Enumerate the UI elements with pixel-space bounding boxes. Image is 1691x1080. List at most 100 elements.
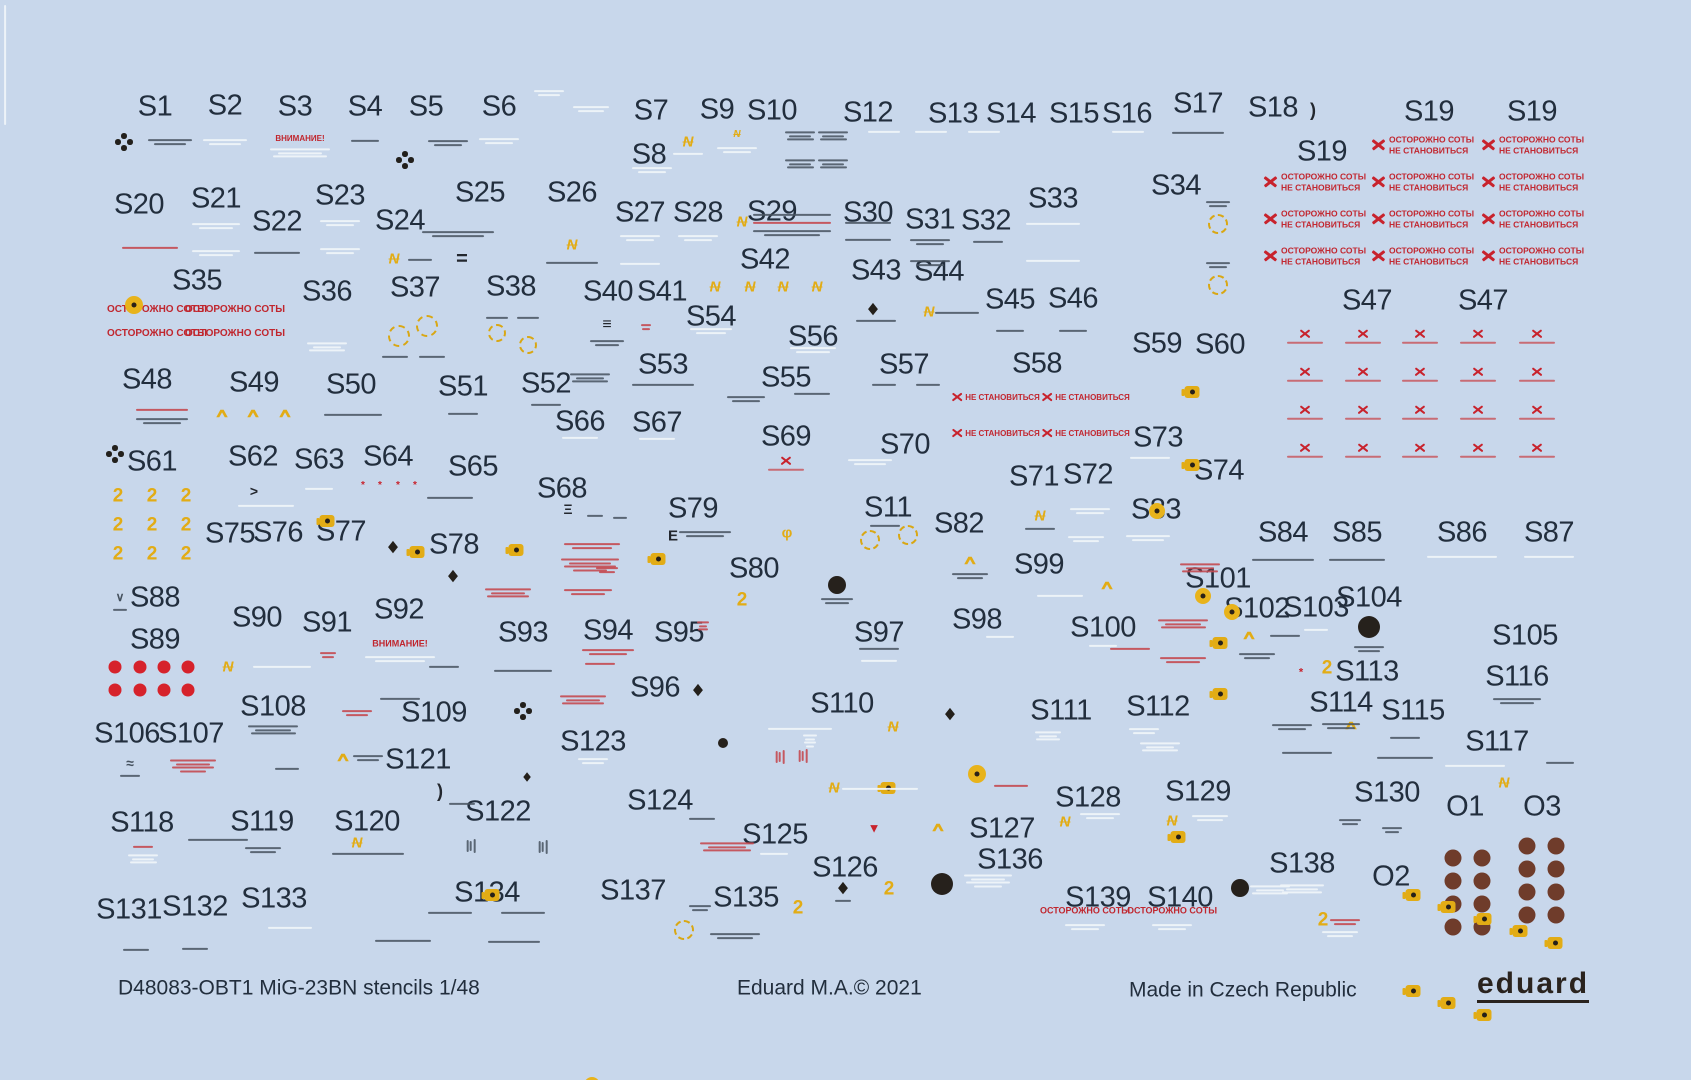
microtext-white — [479, 138, 519, 144]
microtext-dark — [428, 140, 468, 146]
stencil-label: S12 — [842, 96, 894, 129]
microtext-dark — [1239, 653, 1275, 659]
stencil-label: S47 — [1341, 284, 1393, 317]
yellow-roundel-icon — [584, 1077, 600, 1080]
stencil-label: S59 — [1131, 327, 1183, 360]
stencil-label: O2 — [1372, 860, 1410, 893]
black-dot-icon — [1231, 879, 1249, 897]
stencil-label: S2 — [207, 89, 243, 122]
glyph-mark-icon: φ — [781, 524, 793, 542]
stencil-label: S15 — [1048, 97, 1100, 130]
microtext-dark — [427, 496, 473, 500]
yellow-digit: 2 — [180, 543, 192, 565]
stencil-label: S115 — [1381, 694, 1445, 727]
microtext-white — [842, 787, 918, 791]
jack-point-icon: ∧ — [214, 406, 230, 420]
no-step-warning: ОСТОРОЖНО СОТЫ НЕ СТАНОВИТЬСЯ — [1372, 208, 1474, 229]
fuel-valve-icon — [1181, 386, 1200, 398]
microtext-red — [585, 662, 615, 666]
brown-dot-icon — [1473, 872, 1491, 890]
microtext-dark — [113, 608, 127, 612]
microtext-white — [1322, 931, 1358, 937]
stencil-label: S9 — [699, 93, 735, 126]
brown-dot-icon — [1473, 895, 1491, 913]
microtext-dark — [821, 598, 853, 604]
microtext-white — [968, 130, 1000, 134]
stencil-label: S62 — [227, 440, 279, 473]
stencil-label: S139 — [1065, 881, 1131, 914]
microtext-dark — [353, 755, 383, 761]
microtext-dark — [1206, 262, 1230, 268]
microtext-dark — [275, 767, 299, 771]
microtext-dark — [448, 412, 478, 416]
microtext-dark — [1025, 527, 1055, 531]
microtext-dark — [1382, 827, 1402, 833]
jack-point-icon: ∧ — [335, 750, 351, 764]
microtext-white — [1129, 728, 1159, 734]
stencil-label: S80 — [728, 552, 780, 585]
fuel-valve-icon — [1402, 889, 1421, 901]
no-step-warning: ОСТОРОЖНО СОТЫ НЕ СТАНОВИТЬСЯ — [1482, 171, 1584, 192]
warning-text: ОСТОРОЖНО СОТЫ — [184, 328, 286, 339]
red-x-mark-icon — [1519, 329, 1555, 344]
no-step-warning: ОСТОРОЖНО СОТЫ НЕ СТАНОВИТЬСЯ — [1264, 245, 1366, 266]
microtext-dark — [1546, 761, 1574, 765]
microtext-white — [1026, 259, 1080, 263]
microtext-dark — [123, 948, 149, 952]
stencil-label: S113 — [1335, 655, 1399, 688]
microtext-white — [861, 659, 897, 663]
microtext-dark — [248, 725, 298, 735]
stencil-label: S1 — [137, 90, 173, 123]
microtext-dark — [1272, 724, 1312, 730]
yellow-digit: 2 — [792, 897, 804, 919]
microtext-dark — [872, 383, 896, 387]
brown-dot-icon — [1444, 849, 1462, 867]
glyph-mark-icon: ∨ — [115, 590, 125, 604]
microtext-white — [268, 926, 312, 930]
microtext-white — [790, 347, 836, 353]
microtext-dark — [382, 355, 408, 359]
warning-text: ОСТОРОЖНО СОТЫ — [106, 304, 208, 315]
stencil-label: S58 — [1011, 347, 1063, 380]
microtext-dark — [501, 911, 545, 915]
microtext-white — [848, 459, 892, 465]
stencil-label: S35 — [171, 264, 223, 297]
microtext-white — [192, 250, 240, 256]
microtext-white — [1250, 885, 1290, 895]
fuel-valve-icon — [647, 553, 666, 565]
microtext-white — [365, 656, 435, 662]
fuel-valve-icon — [1181, 459, 1200, 471]
microtext-dark — [818, 159, 848, 169]
microtext-red — [1330, 919, 1360, 925]
stencil-label: S10 — [746, 94, 798, 127]
stencil-label: S119 — [230, 805, 294, 838]
stencil-label: S72 — [1062, 458, 1114, 491]
microtext-dark — [351, 139, 379, 143]
microtext-dark — [488, 940, 540, 944]
microtext-white — [620, 262, 660, 266]
glyph-mark-icon: ≈ — [126, 755, 134, 771]
microtext-white — [1280, 884, 1324, 894]
brown-dot-icon — [1518, 837, 1536, 855]
microtext-dark — [910, 239, 950, 245]
microtext-red — [170, 759, 216, 773]
electrical-hazard-icon: N — [709, 278, 721, 296]
stencil-label: S50 — [325, 368, 377, 401]
fuel-valve-icon — [1509, 925, 1528, 937]
microtext-red — [1160, 657, 1206, 663]
stencil-label: S4 — [347, 90, 383, 123]
microtext-dark — [935, 311, 979, 315]
stencil-label: S109 — [401, 696, 467, 729]
microtext-dark — [973, 240, 1003, 244]
warning-text: ОСТОРОЖНО СОТЫ — [1039, 905, 1131, 916]
black-dot-icon — [828, 576, 846, 594]
microtext-white — [1080, 813, 1120, 819]
microtext-white — [690, 328, 732, 334]
microtext-red — [342, 710, 372, 716]
no-step-warning: ОСТОРОЖНО СОТЫ НЕ СТАНОВИТЬСЯ — [1482, 134, 1584, 155]
yellow-digit: 2 — [112, 485, 124, 507]
microtext-dark — [1493, 698, 1541, 704]
microtext-dark — [1172, 131, 1224, 135]
stencil-label: S76 — [252, 516, 304, 549]
yellow-digit: 2 — [180, 485, 192, 507]
